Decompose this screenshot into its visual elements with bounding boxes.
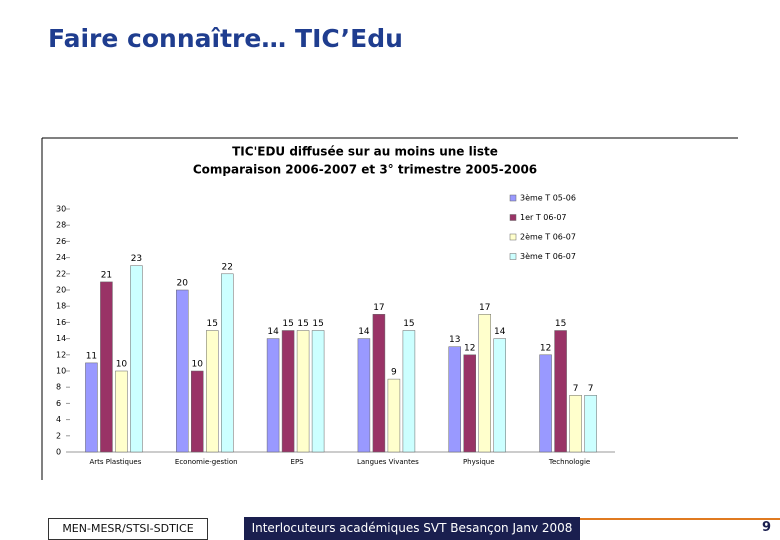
- value-label: 15: [282, 319, 293, 329]
- y-tick-label: 26: [56, 237, 66, 246]
- y-tick-label: 0: [56, 448, 61, 457]
- bar: [584, 395, 597, 453]
- x-tick-label: Langues Vivantes: [357, 458, 419, 466]
- bar: [493, 338, 506, 453]
- bar: [311, 330, 325, 453]
- chart-subtitle: Comparaison 2006-2007 et 3° trimestre 20…: [193, 163, 537, 177]
- bar: [206, 330, 219, 453]
- bar: [191, 370, 204, 453]
- value-label: 20: [177, 279, 189, 289]
- footer-center: Interlocuteurs académiques SVT Besançon …: [244, 517, 580, 540]
- y-tick-label: 4: [56, 415, 61, 424]
- value-label: 10: [192, 360, 204, 370]
- y-tick-label: 24: [56, 253, 66, 262]
- value-label: 14: [494, 327, 506, 337]
- x-tick-label: Physique: [463, 458, 495, 466]
- value-label: 7: [573, 384, 579, 394]
- bar: [357, 338, 371, 453]
- value-label: 23: [131, 254, 142, 264]
- bar: [296, 330, 310, 453]
- value-label: 12: [464, 343, 475, 353]
- value-label: 15: [207, 319, 218, 329]
- y-tick-label: 10: [56, 367, 66, 376]
- page-number: 9: [762, 520, 772, 535]
- value-label: 15: [555, 319, 566, 329]
- bar: [387, 378, 401, 453]
- value-label: 17: [373, 303, 384, 313]
- bar: [115, 370, 128, 453]
- y-tick-label: 28: [56, 221, 66, 230]
- value-label: 13: [449, 335, 460, 345]
- value-label: 17: [479, 303, 490, 313]
- legend-swatch: [509, 214, 517, 221]
- y-tick-label: 14: [56, 334, 66, 343]
- bar: [463, 354, 476, 453]
- bar: [130, 265, 143, 453]
- y-tick-label: 30: [56, 205, 66, 214]
- bar: [176, 289, 189, 453]
- legend-swatch: [509, 233, 517, 241]
- bar: [281, 330, 295, 453]
- chart-title: TIC'EDU diffusée sur au moins une liste: [232, 145, 498, 159]
- legend-label: 2ème T 06-07: [520, 232, 576, 242]
- value-label: 14: [267, 327, 279, 337]
- legend-label: 3ème T 05-06: [520, 193, 576, 203]
- value-label: 11: [86, 351, 97, 361]
- footer-left: MEN-MESR/STSI-SDTICE: [48, 518, 208, 540]
- value-label: 7: [588, 384, 594, 394]
- y-tick-label: 20: [56, 286, 66, 295]
- bar: [448, 346, 461, 453]
- x-tick-label: Technologie: [548, 458, 590, 466]
- bar: [478, 314, 491, 453]
- value-label: 15: [312, 319, 323, 329]
- footer-line: [580, 518, 780, 520]
- bar: [266, 338, 280, 453]
- x-tick-label: Arts Plastiques: [89, 458, 141, 466]
- legend-swatch: [509, 253, 517, 260]
- bar: [402, 330, 416, 453]
- bar: [539, 354, 552, 453]
- value-label: 9: [391, 368, 397, 378]
- x-tick-label: EPS: [291, 458, 305, 466]
- y-tick-label: 6: [56, 399, 61, 408]
- value-label: 14: [358, 327, 370, 337]
- y-tick-label: 22: [56, 269, 66, 278]
- bar: [85, 362, 98, 453]
- value-label: 21: [101, 270, 112, 280]
- value-label: 22: [222, 262, 233, 272]
- value-label: 15: [297, 319, 308, 329]
- bar: [221, 273, 234, 453]
- bar: [569, 395, 582, 453]
- legend-label: 3ème T 06-07: [520, 251, 576, 261]
- y-tick-label: 2: [56, 431, 61, 440]
- legend-swatch: [509, 194, 517, 202]
- x-tick-label: Economie-gestion: [175, 458, 238, 466]
- bar: [554, 330, 567, 453]
- bar: [100, 281, 113, 453]
- bar: [372, 314, 386, 453]
- value-label: 10: [116, 360, 128, 370]
- y-tick-label: 8: [56, 383, 61, 392]
- slide-title: Faire connaître… TIC’Edu: [48, 24, 403, 53]
- value-label: 15: [403, 319, 414, 329]
- legend-label: 1er T 06-07: [520, 213, 567, 222]
- y-tick-label: 16: [56, 318, 66, 327]
- value-label: 12: [540, 343, 551, 353]
- y-tick-label: 18: [56, 302, 66, 311]
- y-tick-label: 12: [56, 350, 66, 359]
